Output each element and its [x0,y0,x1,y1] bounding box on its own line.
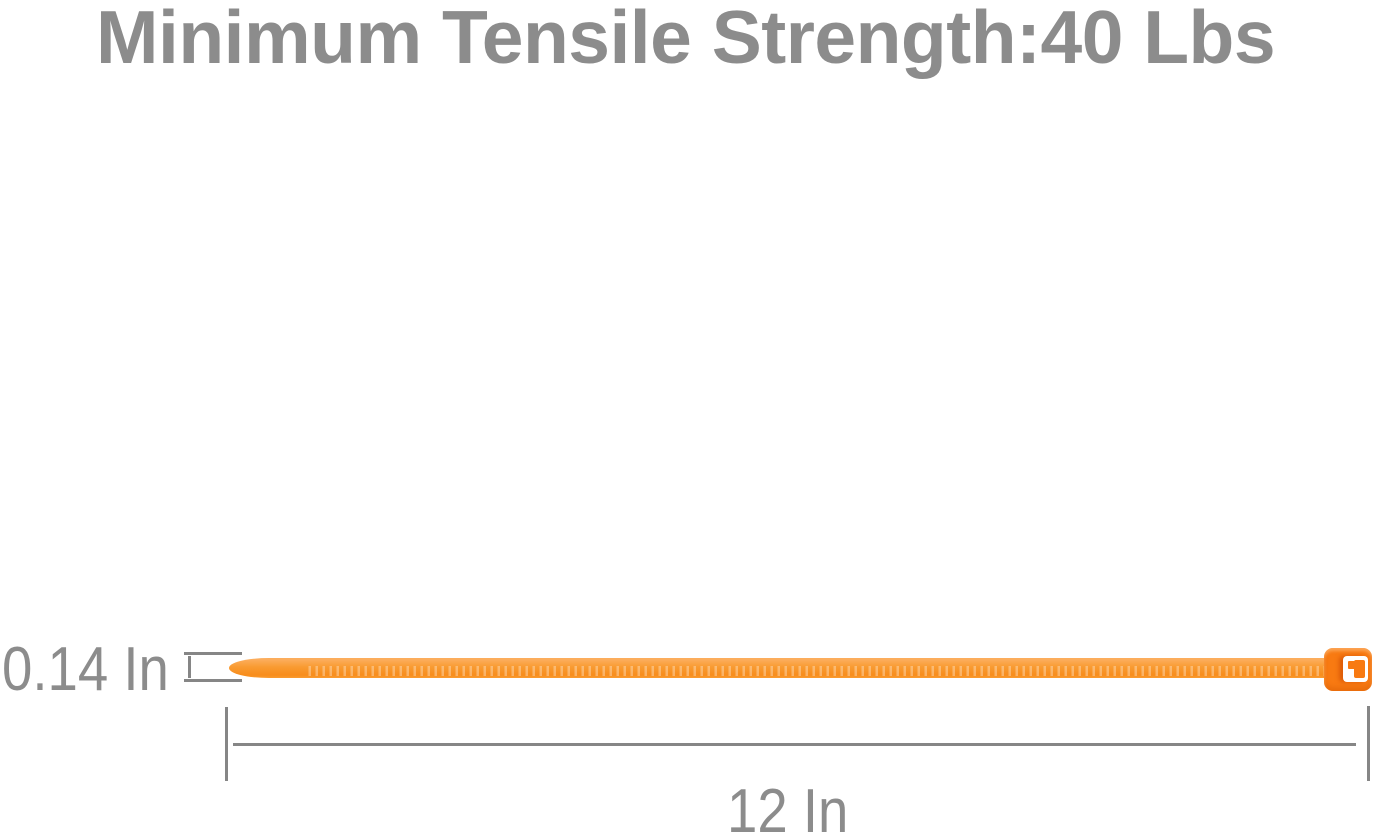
width-bracket-tick [188,656,191,678]
width-bracket-bottom-line [184,679,242,682]
length-dimension-line [233,743,1356,746]
length-dimension-right-tick [1367,706,1370,781]
length-dimension-left-tick [225,707,228,781]
cable-tie-strap [229,658,1330,678]
width-bracket-top-line [184,652,242,655]
cable-tie-head [1324,648,1372,691]
cable-tie-head-pawl [1348,660,1365,678]
tensile-strength-title: Minimum Tensile Strength:40 Lbs [96,0,1276,79]
cable-tie-head-slot [1343,656,1368,682]
length-dimension-label: 12 In [727,777,849,832]
width-dimension-label: 0.14 In [2,635,169,704]
